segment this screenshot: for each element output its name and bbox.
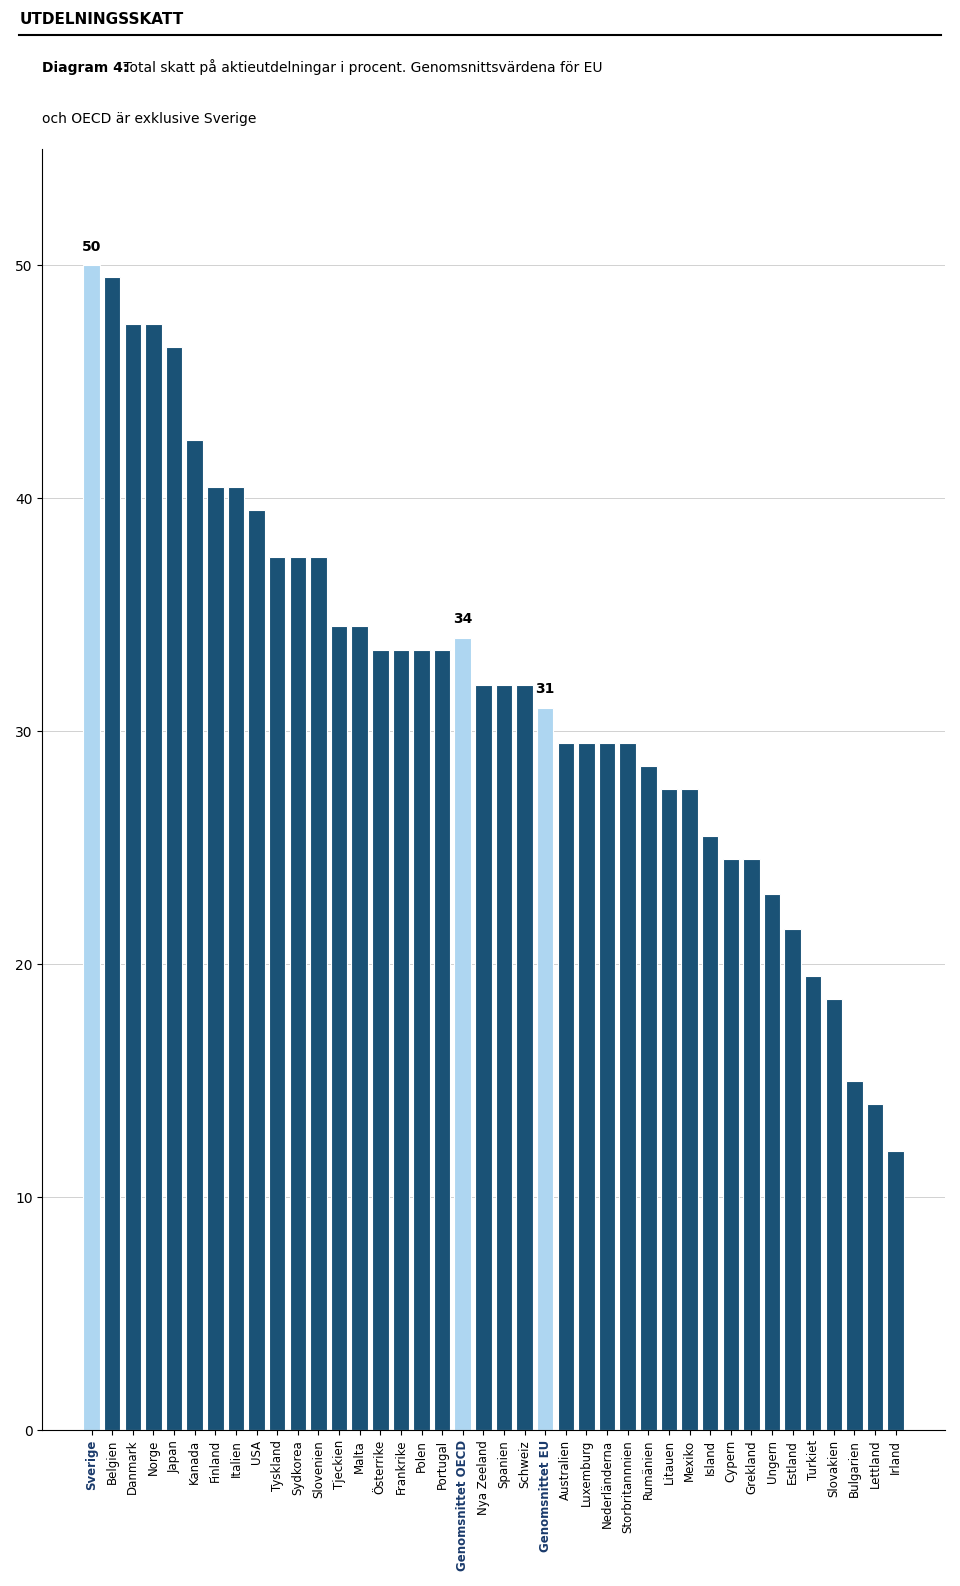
Text: 31: 31 [536,682,555,696]
Bar [558,742,574,1431]
Bar [887,1150,904,1431]
Bar [537,707,554,1431]
Bar [826,999,842,1431]
Text: 34: 34 [453,612,472,626]
Bar [310,557,326,1431]
Bar [743,860,759,1431]
Bar [619,742,636,1431]
Text: Total skatt på aktieutdelningar i procent. Genomsnittsvärdena för EU: Total skatt på aktieutdelningar i procen… [119,59,603,75]
Bar [495,685,513,1431]
Bar [702,836,718,1431]
Bar [413,650,430,1431]
Text: UTDELNINGSSKATT: UTDELNINGSSKATT [19,11,183,27]
Bar [599,742,615,1431]
Bar [454,638,471,1431]
Text: 50: 50 [82,239,102,254]
Bar [228,487,244,1431]
Bar [578,742,594,1431]
Bar [290,557,306,1431]
Bar [351,626,368,1431]
Bar [207,487,224,1431]
Text: och OECD är exklusive Sverige: och OECD är exklusive Sverige [42,113,256,127]
Bar [125,324,141,1431]
Bar [104,278,121,1431]
Bar [331,626,348,1431]
Bar [393,650,409,1431]
Bar [166,347,182,1431]
Bar [516,685,533,1431]
Bar [434,650,450,1431]
Bar [186,439,203,1431]
Bar [475,685,492,1431]
Bar [249,511,265,1431]
Bar [867,1104,883,1431]
Bar [145,324,161,1431]
Bar [660,790,677,1431]
Bar [84,265,100,1431]
Bar [723,860,739,1431]
Bar [784,929,801,1431]
Bar [640,766,657,1431]
Bar [269,557,285,1431]
Bar [372,650,389,1431]
Bar [805,975,822,1431]
Bar [764,895,780,1431]
Text: Diagram 4:: Diagram 4: [42,60,129,75]
Bar [847,1080,863,1431]
Bar [682,790,698,1431]
